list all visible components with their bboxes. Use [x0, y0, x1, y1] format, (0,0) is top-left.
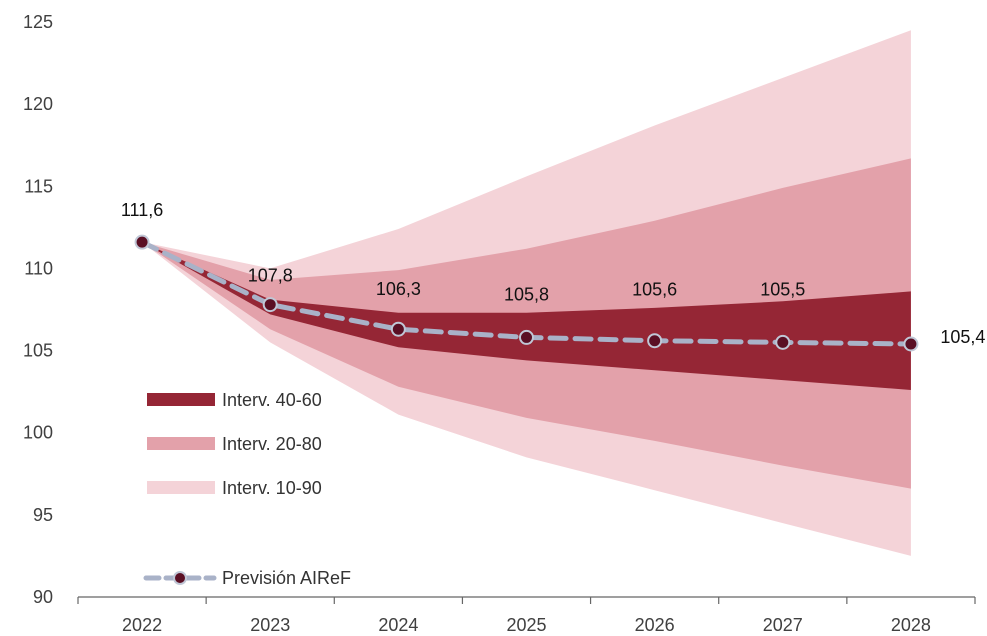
- data-label: 105,4: [940, 327, 985, 347]
- legend-swatch-40-60: [147, 393, 215, 406]
- legend-label-10-90: Interv. 10-90: [222, 478, 322, 498]
- forecast-line-group: [134, 234, 919, 352]
- y-tick-label: 115: [24, 176, 53, 196]
- data-label: 105,8: [504, 284, 549, 304]
- data-label: 111,6: [121, 200, 163, 220]
- x-tick-label: 2022: [122, 615, 162, 635]
- x-tick-label: 2027: [763, 615, 803, 635]
- forecast-point: [390, 321, 406, 337]
- legend-swatch-10-90: [147, 481, 215, 494]
- confidence-bands: [142, 30, 911, 556]
- y-tick-label: 90: [33, 587, 53, 607]
- forecast-point: [262, 297, 278, 313]
- x-tick-label: 2028: [891, 615, 931, 635]
- y-tick-label: 120: [23, 94, 53, 114]
- legend-label-forecast: Previsión AIReF: [222, 568, 351, 588]
- axes: 2022 2023 2024 2025 2026 2027 2028 90 95 100 105 11…: [23, 12, 976, 635]
- legend-forecast-marker: [173, 571, 187, 585]
- y-tick-label: 95: [33, 505, 53, 525]
- legend-swatch-20-80: [147, 437, 215, 450]
- forecast-point: [134, 234, 150, 250]
- forecast-point: [519, 329, 534, 345]
- x-tick-label: 2026: [635, 615, 675, 635]
- forecast-point: [775, 334, 791, 350]
- y-tick-label: 100: [23, 423, 53, 443]
- forecast-point: [903, 336, 919, 352]
- y-tick-label: 125: [23, 12, 53, 32]
- legend-label-20-80: Interv. 20-80: [222, 434, 322, 454]
- legend-label-40-60: Interv. 40-60: [222, 390, 322, 410]
- y-tick-label: 105: [23, 341, 53, 361]
- data-label: 106,3: [376, 279, 421, 299]
- data-labels: 111,6 107,8 106,3 105,8 105,6 105,5 105,4: [121, 200, 986, 347]
- x-tick-label: 2024: [378, 615, 418, 635]
- data-label: 105,5: [760, 279, 805, 299]
- x-tick-label: 2025: [506, 615, 546, 635]
- data-label: 105,6: [632, 280, 677, 300]
- forecast-point: [647, 333, 663, 349]
- y-tick-label: 110: [24, 258, 53, 278]
- band-2: [142, 242, 911, 390]
- x-tick-label: 2023: [250, 615, 290, 635]
- legend: Interv. 40-60 Interv. 20-80 Interv. 10-9…: [143, 390, 351, 588]
- data-label: 107,8: [248, 266, 293, 286]
